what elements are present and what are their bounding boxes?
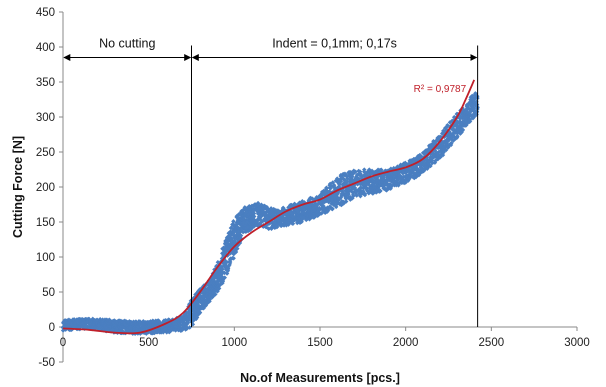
region-label: No cutting [99, 37, 155, 51]
y-axis-title: Cutting Force [N] [11, 136, 25, 238]
y-tick-label: 150 [36, 217, 55, 229]
x-tick-label: 2500 [479, 337, 505, 349]
x-tick-label: 2000 [393, 337, 419, 349]
y-tick-label: 450 [36, 7, 55, 19]
scatter-point [187, 325, 192, 330]
x-tick-label: 1500 [307, 337, 333, 349]
y-tick-label: 300 [36, 112, 55, 124]
x-axis-title: No.of Measurements [pcs.] [240, 371, 400, 385]
scatter-point [222, 275, 228, 280]
x-tick-label: 3000 [564, 337, 590, 349]
y-tick-label: -50 [38, 357, 55, 369]
scatter-point [216, 286, 222, 291]
y-tick-label: 0 [49, 322, 55, 334]
scatter-point [185, 320, 191, 325]
y-tick-label: 350 [36, 77, 55, 89]
x-tick-label: 1000 [222, 337, 248, 349]
y-tick-label: 400 [36, 42, 55, 54]
scatter-point [194, 315, 200, 320]
y-tick-label: 50 [42, 287, 55, 299]
scatter-point [225, 266, 231, 271]
r-squared-label: R² = 0,9787 [414, 84, 467, 95]
x-tick-label: 500 [139, 337, 158, 349]
y-tick-label: 100 [36, 252, 55, 264]
x-tick-label: 0 [60, 337, 66, 349]
y-tick-label: 200 [36, 182, 55, 194]
y-tick-label: 250 [36, 147, 55, 159]
region-label: Indent = 0,1mm; 0,17s [272, 37, 397, 51]
